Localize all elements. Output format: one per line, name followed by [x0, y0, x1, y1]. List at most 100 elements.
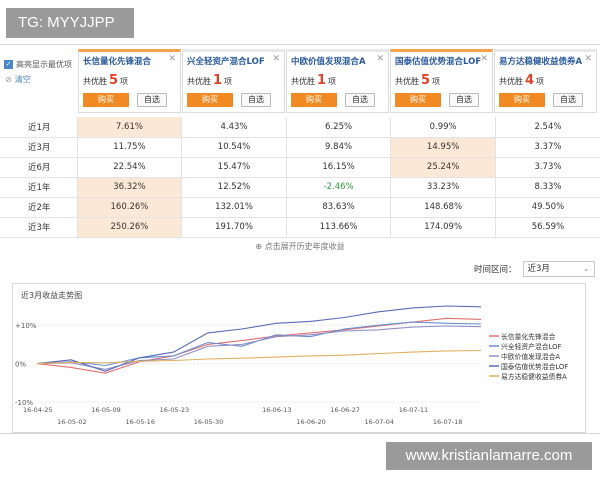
time-range-value: 近3月 — [527, 264, 550, 274]
fund-card: 中欧价值发现混合A ✕ 共优胜 1 项购买 自选 — [286, 49, 389, 113]
wins-number: 1 — [213, 73, 223, 88]
return-cell: 3.73% — [494, 157, 600, 178]
fund-card: 易方达稳健收益债券A ✕ 共优胜 4 项购买 自选 — [494, 49, 597, 113]
wins-count: 共优胜 5 项 — [395, 73, 488, 88]
buy-button[interactable]: 购买 — [499, 93, 545, 107]
table-row: 近1年 36.32% 12.52% -2.46% 33.23% 8.33% — [0, 177, 600, 198]
close-icon[interactable]: ✕ — [168, 54, 176, 64]
x-tick-label: 16-05-09 — [91, 406, 121, 414]
x-tick-label: 16-07-04 — [365, 418, 395, 426]
return-cell: 33.23% — [390, 177, 496, 198]
expand-icon: ⊕ — [255, 242, 265, 251]
fund-header-row: ✓ 高亮显示最优项 ⊘ 清空 长信量化先锋混合 ✕ 共优胜 5 项购买 自选 兴全轻资产混合… — [0, 49, 600, 113]
buy-button[interactable]: 购买 — [187, 93, 233, 107]
close-icon[interactable]: ✕ — [480, 54, 488, 64]
legend-label: 易方达稳健收益债券A — [501, 372, 567, 381]
fund-compare-panel: ✓ 高亮显示最优项 ⊘ 清空 长信量化先锋混合 ✕ 共优胜 5 项购买 自选 兴全轻资产混合… — [0, 44, 600, 434]
add-watchlist-button[interactable]: 自选 — [345, 93, 375, 107]
add-watchlist-button[interactable]: 自选 — [449, 93, 479, 107]
wins-prefix: 共优胜 — [83, 77, 107, 86]
add-watchlist-button[interactable]: 自选 — [241, 93, 271, 107]
expand-label: 点击展开历史年度收益 — [264, 242, 345, 251]
table-row: 近3月 11.75% 10.54% 9.84% 14.95% 3.37% — [0, 137, 600, 158]
chart-title: 近3月收益走势图 — [21, 291, 83, 300]
return-cell: 10.54% — [181, 137, 287, 158]
return-cell: 250.26% — [76, 217, 182, 238]
add-watchlist-button[interactable]: 自选 — [137, 93, 167, 107]
return-cell: 22.54% — [76, 157, 182, 178]
time-range-select[interactable]: 近3月 ⌄ — [522, 261, 595, 277]
fund-name[interactable]: 长信量化先锋混合 — [83, 57, 152, 67]
x-tick-label: 16-07-11 — [399, 406, 429, 414]
buy-button[interactable]: 购买 — [83, 93, 129, 107]
checkbox-icon[interactable]: ✓ — [4, 60, 13, 69]
fund-card: 兴全轻资产混合LOF ✕ 共优胜 1 项购买 自选 — [182, 49, 285, 113]
wins-count: 共优胜 1 项 — [291, 73, 384, 88]
return-cell: 113.66% — [285, 217, 391, 238]
return-cell: 2.54% — [494, 117, 600, 138]
fund-name[interactable]: 易方达稳健收益债券A — [499, 57, 583, 67]
wins-suffix: 项 — [432, 77, 441, 86]
x-tick-label: 16-06-20 — [296, 418, 326, 426]
period-label: 近1年 — [0, 177, 78, 198]
performance-table: 近1月 7.61% 4.43% 6.25% 0.99% 2.54% 近3月 11.75% 10.… — [0, 117, 600, 238]
table-row: 近3年 250.26% 191.70% 113.66% 174.09% 56.59% — [0, 217, 600, 238]
y-tick-label: 0% — [15, 361, 26, 369]
wins-number: 5 — [109, 73, 119, 88]
close-icon[interactable]: ✕ — [272, 54, 280, 64]
fund-card: 国泰估值优势混合LOF ✕ 共优胜 5 项购买 自选 — [390, 49, 493, 113]
x-tick-label: 16-05-16 — [125, 418, 155, 426]
buy-button[interactable]: 购买 — [395, 93, 441, 107]
return-cell: 6.25% — [285, 117, 391, 138]
x-tick-label: 16-06-13 — [262, 406, 292, 414]
return-cell: 83.63% — [285, 197, 391, 218]
wins-number: 1 — [317, 73, 327, 88]
fund-name[interactable]: 兴全轻资产混合LOF — [187, 57, 265, 67]
close-icon[interactable]: ✕ — [376, 54, 384, 64]
return-cell: 25.24% — [390, 157, 496, 178]
buy-button[interactable]: 购买 — [291, 93, 337, 107]
expand-history-link[interactable]: ⊕ 点击展开历史年度收益 — [0, 241, 600, 252]
table-row: 近6月 22.54% 15.47% 16.15% 25.24% 3.73% — [0, 157, 600, 178]
fund-name[interactable]: 中欧价值发现混合A — [291, 57, 366, 67]
table-row: 近1月 7.61% 4.43% 6.25% 0.99% 2.54% — [0, 117, 600, 138]
compare-options: ✓ 高亮显示最优项 ⊘ 清空 — [2, 49, 74, 113]
fund-name[interactable]: 国泰估值优势混合LOF — [395, 57, 482, 67]
return-cell: 16.15% — [285, 157, 391, 178]
return-cell: 0.99% — [390, 117, 496, 138]
return-cell: -2.46% — [285, 177, 391, 198]
legend-label: 中欧价值发现混合A — [501, 352, 560, 361]
return-chart: 近3月收益走势图 +10% 0% -10% 16-04-25 16-05-09 16-05… — [12, 283, 586, 433]
wins-count: 共优胜 1 项 — [187, 73, 280, 88]
add-watchlist-button[interactable]: 自选 — [553, 93, 583, 107]
highlight-best-toggle[interactable]: ✓ 高亮显示最优项 — [4, 59, 74, 70]
clear-button[interactable]: ⊘ 清空 — [5, 74, 74, 85]
return-cell: 12.52% — [181, 177, 287, 198]
tg-tag-overlay: TG: MYYJJPP — [6, 8, 134, 38]
wins-count: 共优胜 4 项 — [499, 73, 592, 88]
x-tick-label: 16-05-02 — [57, 418, 87, 426]
wins-prefix: 共优胜 — [395, 77, 419, 86]
wins-prefix: 共优胜 — [187, 77, 211, 86]
wins-count: 共优胜 5 项 — [83, 73, 176, 88]
return-cell: 7.61% — [76, 117, 182, 138]
period-label: 近2年 — [0, 197, 78, 218]
legend-label: 兴全轻资产混合LOF — [501, 342, 561, 351]
return-cell: 56.59% — [494, 217, 600, 238]
y-tick-label: +10% — [15, 322, 37, 330]
series-line — [36, 349, 482, 365]
return-cell: 49.50% — [494, 197, 600, 218]
trash-icon: ⊘ — [5, 75, 12, 84]
x-tick-label: 16-07-18 — [433, 418, 463, 426]
y-tick-label: -10% — [15, 399, 33, 407]
close-icon[interactable]: ✕ — [584, 54, 592, 64]
return-cell: 8.33% — [494, 177, 600, 198]
chart-canvas: +10% 0% -10%16-04-25 16-05-09 16-05-23 16-06-… — [15, 305, 568, 426]
return-cell: 36.32% — [76, 177, 182, 198]
series-line — [36, 321, 482, 367]
watermark-overlay: www.kristianlamarre.com — [386, 442, 592, 470]
time-range-control: 时间区间： 近3月 ⌄ — [474, 261, 595, 277]
wins-prefix: 共优胜 — [499, 77, 523, 86]
wins-number: 5 — [421, 73, 431, 88]
period-label: 近6月 — [0, 157, 78, 178]
